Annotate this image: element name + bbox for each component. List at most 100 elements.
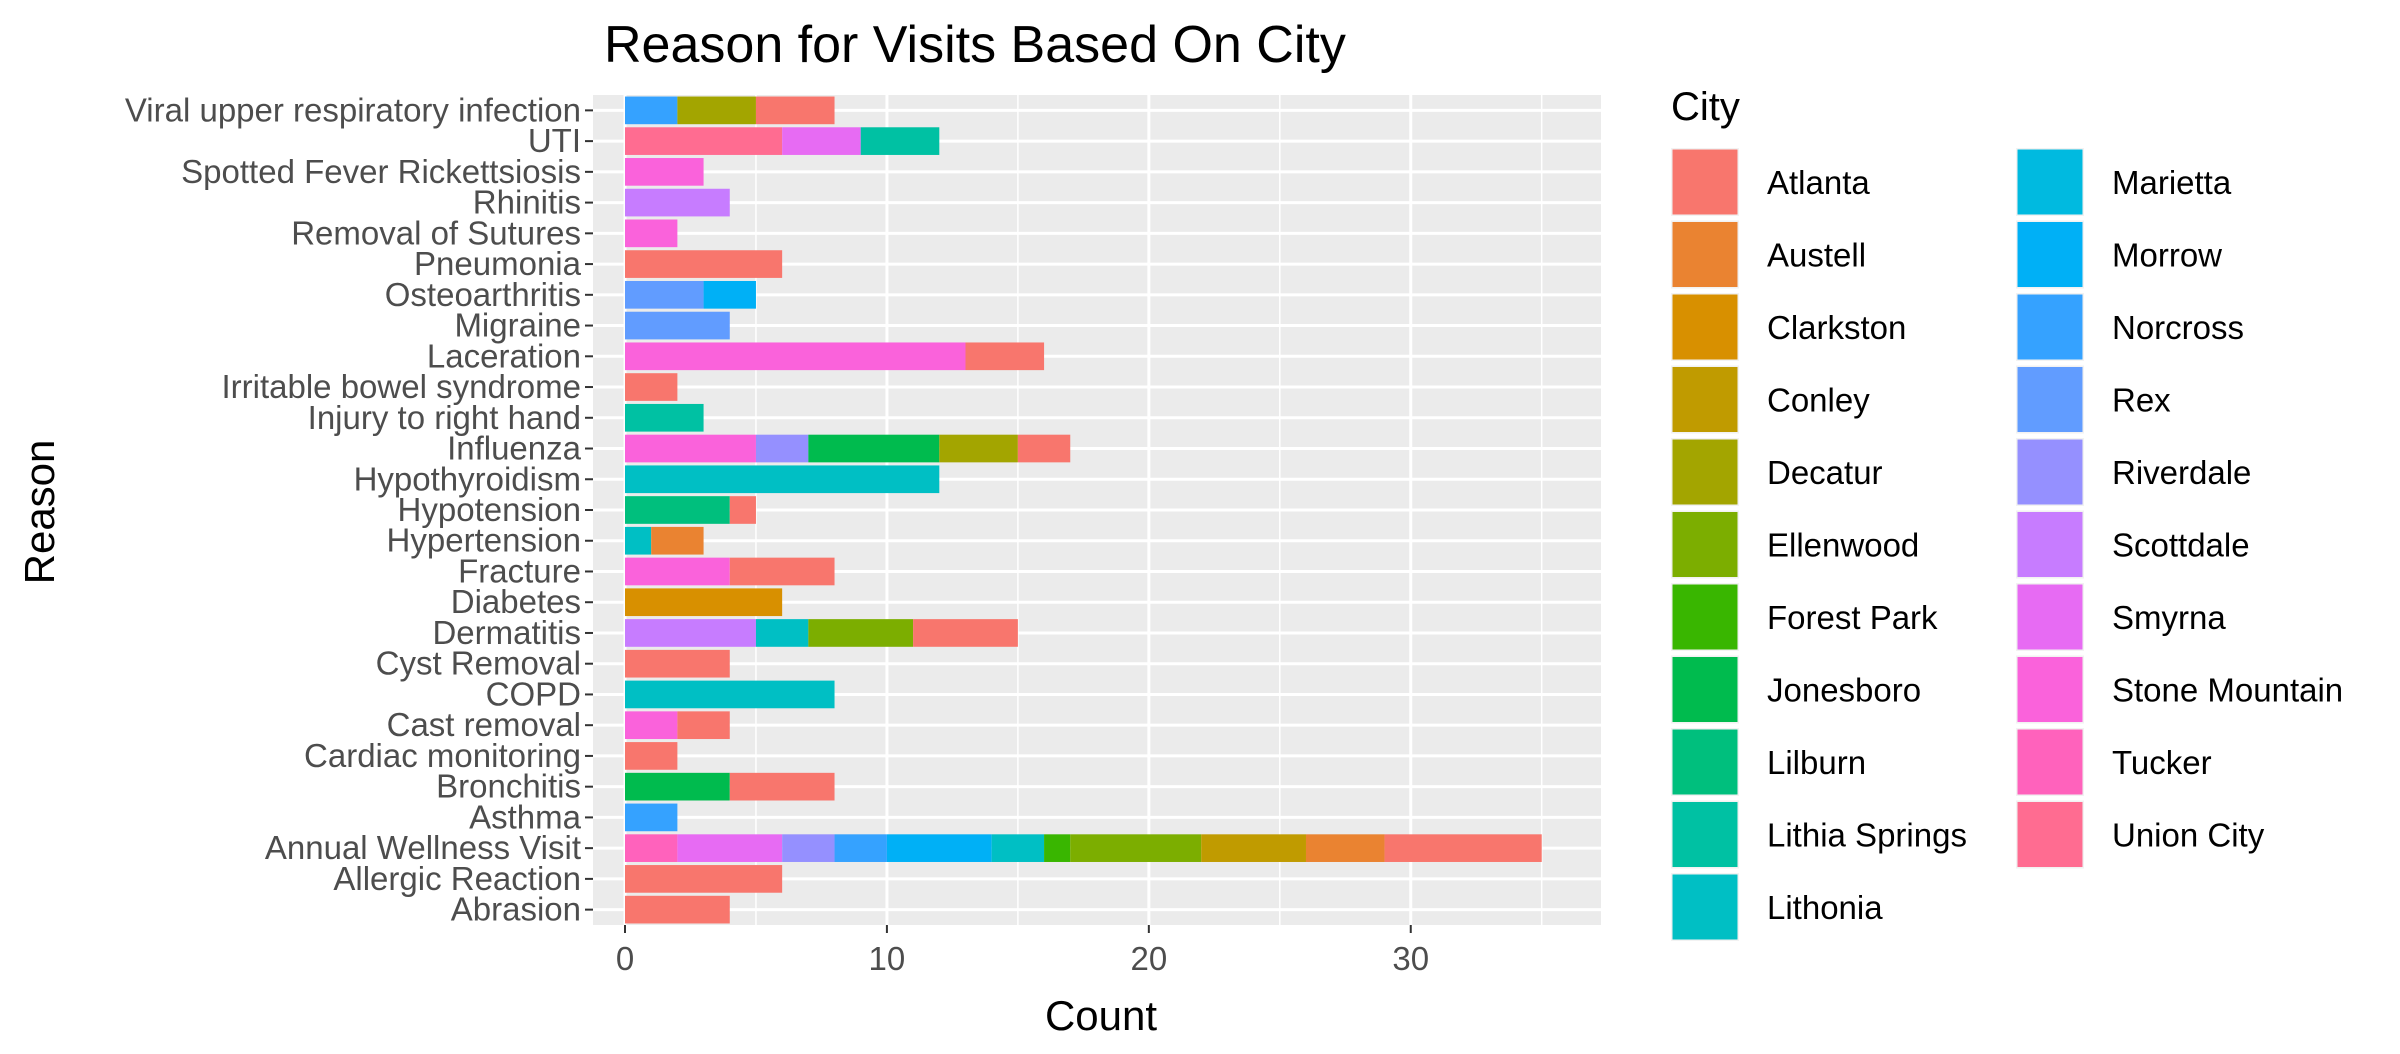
legend-swatch [1672, 367, 1738, 432]
bar-segment [625, 649, 730, 678]
bar-segment [625, 158, 704, 186]
legend-swatch [2017, 802, 2083, 867]
bar-segment [625, 742, 678, 770]
y-axis-title: Reason [16, 440, 63, 585]
y-tick-label: Hypothyroidism [354, 460, 581, 497]
legend-label: Lilburn [1767, 744, 1866, 781]
legend-swatch [1672, 729, 1738, 795]
bar-segment [625, 280, 704, 309]
legend-swatch [2017, 367, 2083, 432]
bar-segment [625, 465, 940, 494]
legend-swatch [1672, 874, 1738, 940]
bar-segment [755, 434, 809, 463]
bar-segment [965, 342, 1045, 371]
y-tick-label: Diabetes [451, 583, 581, 620]
legend-swatch [2017, 294, 2083, 360]
y-tick-label: Injury to right hand [308, 399, 581, 436]
legend-swatch [1672, 657, 1738, 722]
legend-label: Atlanta [1767, 164, 1870, 201]
legend-swatch [1672, 439, 1738, 505]
legend-label: Lithonia [1767, 889, 1883, 926]
legend-swatch [2017, 657, 2083, 722]
bar-segment [939, 434, 1018, 463]
bar-segment [625, 311, 730, 340]
bar-segment [1305, 834, 1385, 862]
y-tick-label: Viral upper respiratory infection [125, 91, 581, 128]
bar-segment [625, 342, 966, 371]
bar-segment [625, 188, 730, 217]
bar-segment [625, 557, 730, 586]
bar-segment [625, 834, 678, 862]
y-tick-label: Hypotension [398, 491, 581, 528]
y-tick-label: Allergic Reaction [333, 860, 581, 897]
legend-label: Rex [2112, 382, 2171, 419]
bar-segment [625, 403, 704, 432]
bar-segment [625, 619, 756, 647]
y-tick-label: Dermatitis [432, 614, 581, 651]
y-tick-label: Removal of Sutures [291, 214, 581, 251]
legend-swatch [2017, 729, 2083, 795]
y-tick-label: COPD [486, 675, 581, 712]
x-tick-label: 10 [869, 940, 906, 977]
chart-title: Reason for Visits Based On City [604, 16, 1346, 74]
legend-swatch [2017, 149, 2083, 215]
bar-segment [625, 865, 783, 893]
bar-segment [755, 96, 835, 125]
legend-label: Tucker [2112, 744, 2212, 781]
y-tick-label: Cardiac monitoring [304, 737, 581, 774]
bar-segment [677, 711, 730, 740]
legend-label: Scottdale [2112, 527, 2250, 564]
bar-segment [913, 619, 1018, 647]
legend-label: Smyrna [2112, 599, 2226, 636]
legend: City Atlanta Austell Clarkston Conley Decatu… [1671, 85, 2343, 941]
y-tick-label: Annual Wellness Visit [265, 829, 581, 866]
legend-label: Decatur [1767, 454, 1883, 491]
y-tick-label: Spotted Fever Rickettsiosis [181, 153, 581, 190]
legend-swatch [2017, 584, 2083, 650]
legend-label: Austell [1767, 237, 1866, 274]
bar-segment [625, 680, 835, 709]
x-axis-title: Count [1045, 992, 1157, 1039]
bar-segment [625, 772, 730, 801]
legend-label: Morrow [2112, 237, 2222, 274]
y-tick-label: Abrasion [451, 891, 581, 928]
bar-segment [625, 127, 783, 155]
legend-swatch [2017, 512, 2083, 577]
bar-segment [1384, 834, 1542, 862]
bar-segment [625, 588, 783, 617]
bar-segment [677, 834, 783, 862]
legend-label: Ellenwood [1767, 527, 1919, 564]
bar-segment [625, 895, 730, 924]
bar-segment [625, 434, 756, 463]
y-tick-label: Cast removal [387, 706, 581, 743]
bar-segment [729, 772, 835, 801]
bar-segment [625, 373, 678, 401]
bar-segment [703, 280, 756, 309]
legend-swatch [1672, 584, 1738, 650]
x-tick-label: 20 [1130, 940, 1167, 977]
legend-label: Riverdale [2112, 454, 2251, 491]
x-tick-label: 0 [616, 940, 634, 977]
bar-segment [1044, 834, 1071, 862]
legend-label: Marietta [2112, 164, 2232, 201]
bar-segment [808, 619, 914, 647]
bar-segment [625, 496, 730, 524]
bar-segment [729, 496, 756, 524]
legend-label: Forest Park [1767, 599, 1938, 636]
bar-segment [886, 834, 992, 862]
legend-label: Stone Mountain [2112, 672, 2343, 709]
y-tick-label: Irritable bowel syndrome [222, 368, 582, 405]
bar-segment [860, 127, 940, 155]
bar-segment [625, 526, 652, 555]
legend-swatch [2017, 439, 2083, 505]
y-tick-label: Cyst Removal [376, 645, 581, 682]
legend-label: Clarkston [1767, 309, 1906, 346]
bar-segment [651, 526, 704, 555]
bar-segment [729, 557, 835, 586]
y-tick-label: Rhinitis [473, 184, 581, 221]
legend-swatch [1672, 149, 1738, 215]
bar-segment [677, 96, 756, 125]
